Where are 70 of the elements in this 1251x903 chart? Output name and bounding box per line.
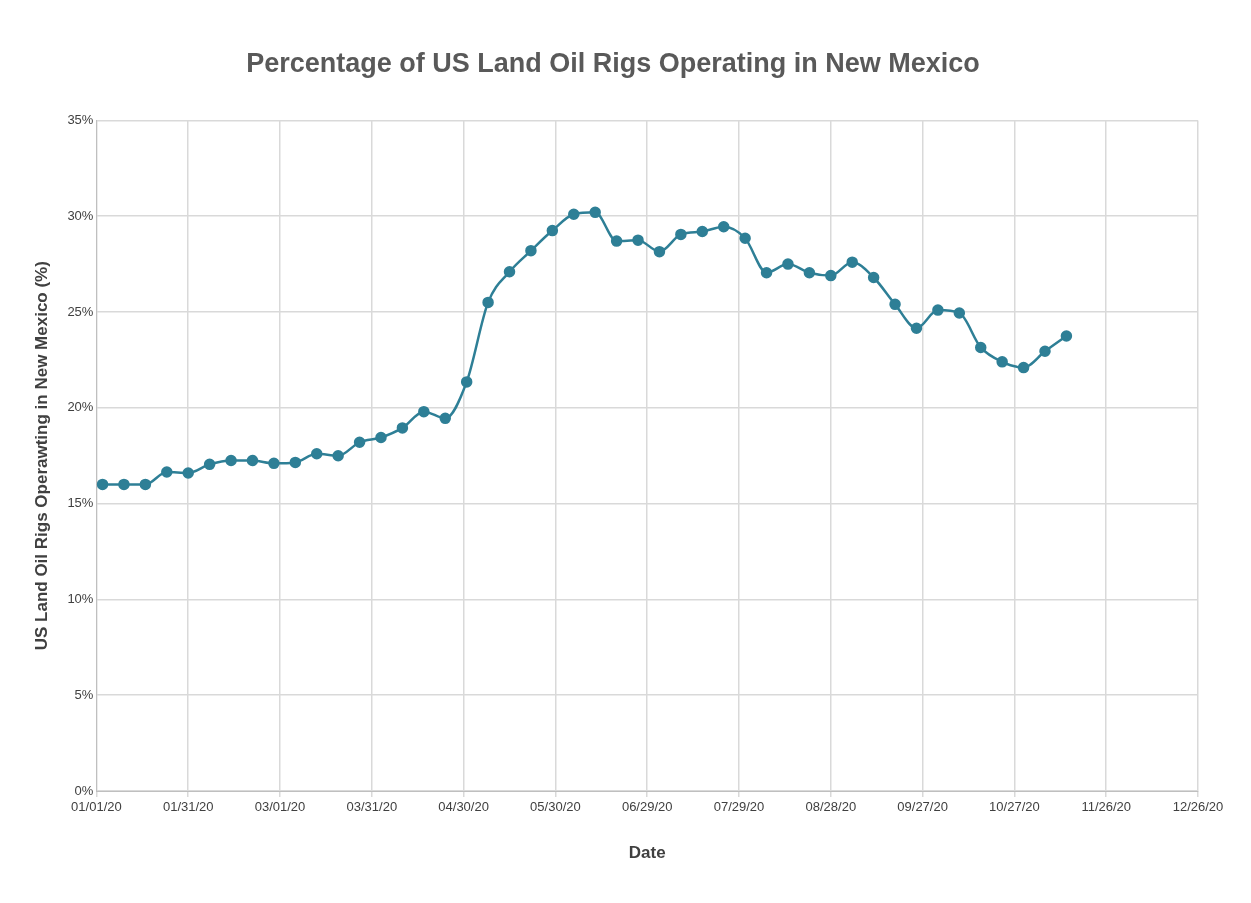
- point: [782, 258, 794, 270]
- point: [889, 298, 901, 311]
- point: [825, 269, 837, 282]
- x-tick-label: 05/30/20: [530, 799, 581, 815]
- point: [932, 304, 944, 316]
- point: [460, 376, 473, 388]
- x-tick-label: 01/01/20: [71, 799, 122, 815]
- point: [332, 449, 344, 462]
- point: [717, 220, 730, 233]
- point: [739, 232, 751, 244]
- point: [953, 307, 966, 319]
- point: [482, 296, 494, 309]
- point: [867, 271, 880, 284]
- point: [546, 224, 559, 237]
- point: [1039, 345, 1051, 358]
- point: [803, 266, 816, 279]
- chart-title: Percentage of US Land Oil Rigs Operating in New Mexico: [246, 47, 980, 78]
- point: [760, 266, 773, 279]
- y-tick-label: 20%: [67, 399, 94, 415]
- y-tick-label: 15%: [67, 495, 94, 511]
- y-tick-label: 10%: [67, 590, 94, 606]
- y-tick-label: 5%: [74, 686, 94, 702]
- point: [268, 457, 280, 470]
- point: [632, 234, 644, 246]
- point: [525, 244, 537, 257]
- point: [568, 208, 580, 221]
- point: [610, 235, 623, 247]
- x-tick-label: 10/27/20: [989, 799, 1040, 815]
- x-tick-label: 03/31/20: [346, 799, 398, 815]
- point: [396, 422, 409, 434]
- point: [439, 412, 451, 425]
- point: [1017, 361, 1030, 374]
- x-tick-label: 04/30/20: [438, 799, 489, 815]
- x-tick-label: 07/29/20: [713, 799, 765, 815]
- x-tick-label: 12/26/20: [1172, 799, 1224, 815]
- x-tick-label: 01/31/20: [162, 799, 214, 815]
- point: [375, 431, 387, 444]
- point: [653, 245, 666, 258]
- x-tick-label: 03/01/20: [254, 799, 306, 815]
- point: [182, 467, 194, 479]
- point: [310, 448, 323, 460]
- y-tick-label: 30%: [67, 207, 94, 223]
- point: [503, 266, 516, 278]
- point: [96, 478, 109, 491]
- x-tick-label: 09/27/20: [897, 799, 948, 815]
- point: [846, 256, 858, 268]
- y-tick-label: 0%: [74, 782, 94, 798]
- y-axis-title: US Land Oil Rigs Operawting in New Mexico (%): [31, 261, 51, 651]
- point: [974, 341, 987, 354]
- point: [203, 458, 216, 471]
- point: [1060, 330, 1073, 342]
- point: [418, 405, 430, 418]
- x-tick-label: 08/28/20: [805, 799, 857, 815]
- point: [353, 436, 366, 449]
- point: [589, 206, 601, 219]
- point: [161, 466, 173, 478]
- x-axis-title: Date: [628, 843, 666, 863]
- y-tick-label: 35%: [67, 111, 94, 127]
- y-tick-label: 25%: [67, 303, 94, 319]
- point: [139, 478, 152, 491]
- point: [675, 228, 687, 241]
- x-tick-label: 11/26/20: [1081, 799, 1132, 815]
- point: [118, 478, 130, 491]
- point: [289, 456, 302, 469]
- point: [996, 356, 1008, 368]
- point: [696, 225, 709, 238]
- point: [910, 322, 923, 335]
- x-tick-label: 06/29/20: [621, 799, 673, 815]
- point: [246, 454, 259, 467]
- point: [225, 454, 237, 467]
